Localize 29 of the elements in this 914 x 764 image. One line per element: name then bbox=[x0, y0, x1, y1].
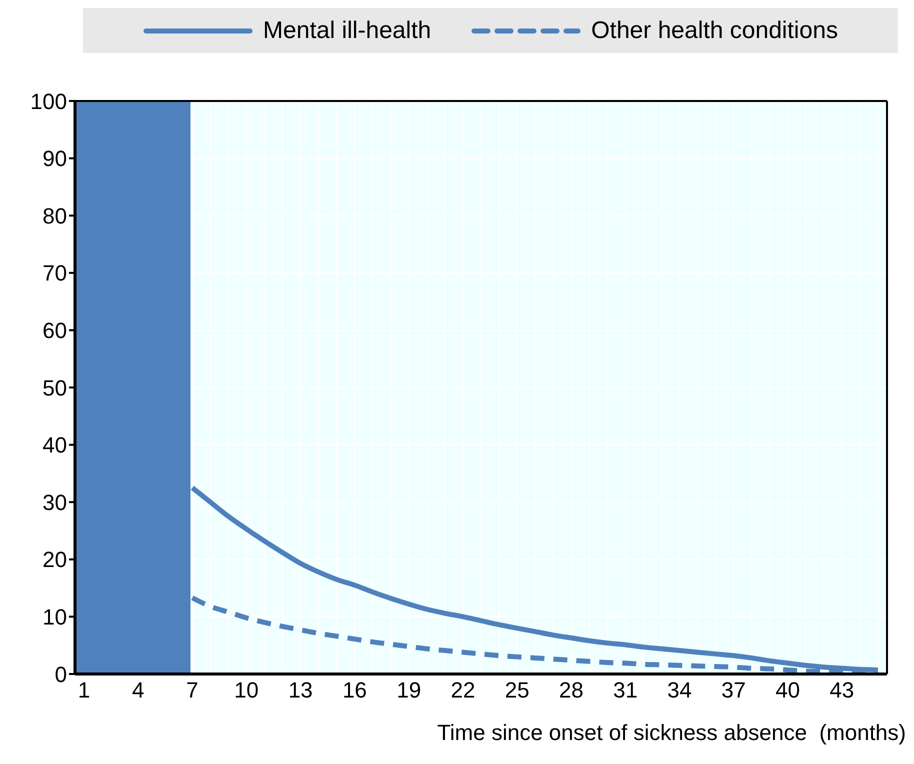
y-tick-label: 90 bbox=[42, 146, 67, 172]
y-tick-label: 40 bbox=[42, 432, 67, 458]
x-tick-label: 1 bbox=[78, 678, 90, 703]
y-tick-label: 30 bbox=[42, 490, 67, 515]
x-tick-label: 43 bbox=[830, 678, 854, 703]
x-tick-label: 4 bbox=[132, 678, 144, 703]
x-tick-label: 7 bbox=[186, 678, 198, 703]
x-axis-title: Time since onset of sickness absence (months) bbox=[436, 720, 906, 746]
y-tick-label: 70 bbox=[42, 260, 67, 286]
x-tick-label: 31 bbox=[613, 678, 638, 703]
legend-label: Mental ill-health bbox=[263, 16, 432, 44]
y-tick-label: 20 bbox=[42, 547, 67, 572]
x-tick-label: 16 bbox=[342, 678, 367, 703]
x-tick-label: 22 bbox=[450, 678, 476, 703]
x-tick-label: 19 bbox=[396, 678, 422, 703]
y-tick-label: 0 bbox=[54, 662, 67, 687]
y-tick-label: 10 bbox=[42, 604, 67, 630]
x-tick-label: 37 bbox=[721, 678, 746, 703]
y-tick-label: 80 bbox=[42, 203, 67, 228]
x-tick-label: 10 bbox=[234, 678, 259, 703]
x-tick-label: 25 bbox=[504, 678, 530, 703]
x-tick-label: 40 bbox=[776, 678, 800, 703]
legend-label: Other health conditions bbox=[591, 16, 838, 44]
x-tick-label: 34 bbox=[667, 678, 692, 703]
y-tick-label: 60 bbox=[42, 318, 67, 344]
y-tick-label: 50 bbox=[42, 375, 67, 400]
x-tick-label: 13 bbox=[288, 678, 313, 703]
x-tick-label: 28 bbox=[558, 678, 584, 703]
y-tick-label: 100 bbox=[30, 88, 67, 114]
